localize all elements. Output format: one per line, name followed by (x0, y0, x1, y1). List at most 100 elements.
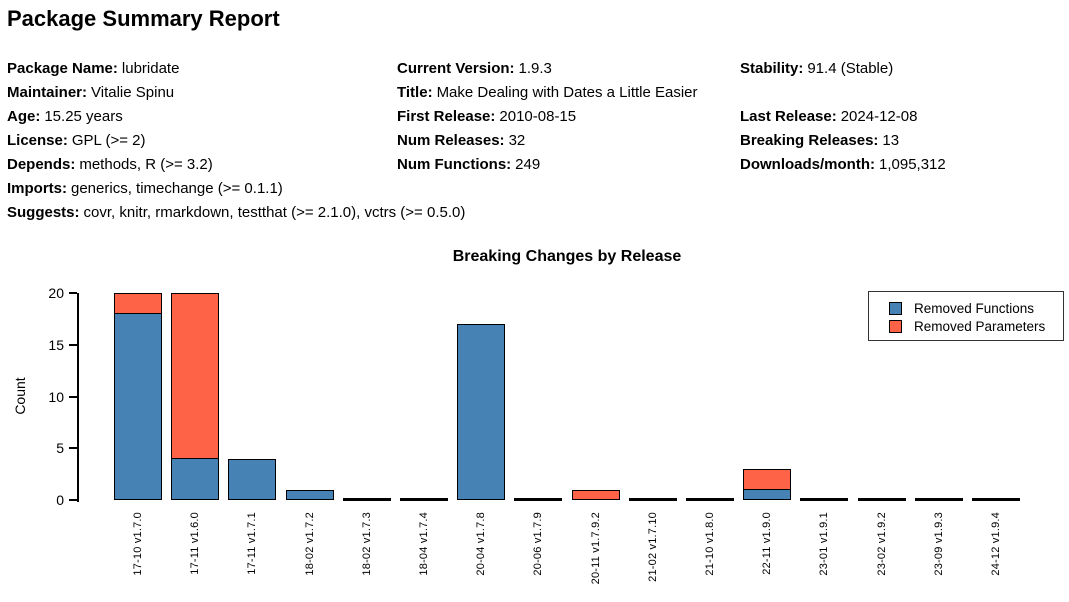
y-tick-label: 5 (56, 440, 64, 456)
metadata-field-value: 15.25 years (44, 108, 123, 125)
metadata-field-value: 13 (882, 132, 900, 149)
bar-segment-removed-functions (171, 459, 219, 500)
metadata-field: Maintainer: Vitalie Spinu (7, 81, 465, 105)
x-axis-label: 24-12 v1.9.4 (990, 512, 1002, 576)
metadata-field-value: generics, timechange (>= 0.1.1) (71, 180, 283, 197)
metadata-field-value: 2024-12-08 (840, 108, 918, 125)
bar-18-02 v1.7.2 (286, 490, 334, 500)
x-axis-label: 18-02 v1.7.3 (361, 512, 373, 576)
x-axis-label-slot: 23-09 v1.9.3 (910, 512, 968, 602)
metadata-field-value: Vitalie Spinu (91, 84, 175, 101)
metadata-field: License: GPL (>= 2) (7, 129, 465, 153)
bar-22-11 v1.9.0 (743, 469, 791, 500)
bar-segment-removed-parameters (171, 293, 219, 459)
bar-segment-removed-functions (743, 490, 791, 500)
metadata-field: Suggests: covr, knitr, rmarkdown, testtha… (7, 201, 465, 225)
x-axis-label-slot: 23-01 v1.9.1 (795, 512, 853, 602)
y-tick-label: 10 (48, 389, 64, 405)
x-axis-label: 20-04 v1.7.8 (475, 512, 487, 576)
metadata-field-value: 91.4 (Stable) (807, 60, 894, 77)
y-tick-label: 15 (48, 337, 64, 353)
metadata-field: Num Functions: 249 (397, 153, 698, 177)
y-axis-line (77, 293, 79, 502)
bar-17-10 v1.7.0 (114, 293, 162, 500)
metadata-field-label: First Release: (397, 108, 496, 125)
metadata-field-value: 2010-08-15 (499, 108, 577, 125)
x-axis-label-slot: 21-02 v1.7.10 (624, 512, 682, 602)
y-tick-label: 20 (48, 285, 64, 301)
metadata-field-label: Package Name: (7, 60, 118, 77)
metadata-field: Title: Make Dealing with Dates a Little E… (397, 81, 698, 105)
metadata-field-value: covr, knitr, rmarkdown, testthat (>= 2.1… (83, 204, 466, 221)
bar-20-11 v1.7.9.2 (572, 490, 620, 500)
y-axis-tick (69, 396, 77, 398)
metadata-field: First Release: 2010-08-15 (397, 105, 698, 129)
bar-segment-removed-parameters (114, 293, 162, 314)
x-axis-label: 18-04 v1.7.4 (418, 512, 430, 576)
x-axis-label-slot: 18-04 v1.7.4 (395, 512, 453, 602)
metadata-column-left: Package Name: lubridate Maintainer: Vitalie… (7, 57, 465, 225)
x-axis-label: 22-11 v1.9.0 (761, 512, 773, 575)
metadata-field: Age: 15.25 years (7, 105, 465, 129)
metadata-column-right: Stability: 91.4 (Stable) Last Release: 2024… (740, 57, 946, 177)
bar-20-04 v1.7.8 (457, 324, 505, 500)
x-axis-label: 20-11 v1.7.9.2 (590, 512, 602, 585)
x-axis-label: 17-11 v1.6.0 (189, 512, 201, 575)
metadata-field-label: Suggests: (7, 204, 80, 221)
metadata-field-value: 1,095,312 (879, 156, 946, 173)
metadata-field-label: Downloads/month: (740, 156, 875, 173)
x-axis-label-slot: 17-11 v1.7.1 (223, 512, 281, 602)
metadata-field-label: Num Releases: (397, 132, 505, 149)
x-axis-label-slot: 24-12 v1.9.4 (967, 512, 1025, 602)
metadata-spacer (740, 81, 946, 105)
metadata-field: Downloads/month: 1,095,312 (740, 153, 946, 177)
metadata-column-middle: Current Version: 1.9.3 Title: Make Dealing … (397, 57, 698, 177)
x-axis-label: 18-02 v1.7.2 (304, 512, 316, 576)
bar-segment-removed-functions (457, 324, 505, 500)
bar-zero-18-04 v1.7.4 (400, 498, 448, 501)
y-axis-tick (69, 499, 77, 501)
metadata-field-label: Stability: (740, 60, 804, 77)
metadata-field-label: License: (7, 132, 68, 149)
x-axis-label-slot: 22-11 v1.9.0 (738, 512, 796, 602)
metadata-field-label: Last Release: (740, 108, 837, 125)
metadata-field-value: 1.9.3 (518, 60, 552, 77)
bar-zero-21-02 v1.7.10 (629, 498, 677, 501)
bar-zero-24-12 v1.9.4 (972, 498, 1020, 501)
breaking-changes-chart: Breaking Changes by Release Count 0 5 10 15… (0, 240, 1069, 602)
legend-label: Removed Functions (914, 300, 1035, 316)
x-axis-label: 23-02 v1.9.2 (876, 512, 888, 576)
x-axis-label-slot: 20-04 v1.7.8 (452, 512, 510, 602)
y-tick-label: 0 (56, 492, 64, 508)
metadata-field-label: Title: (397, 84, 433, 101)
metadata-field-label: Depends: (7, 156, 76, 173)
x-axis-label: 23-09 v1.9.3 (933, 512, 945, 576)
metadata-field-label: Current Version: (397, 60, 515, 77)
legend-label: Removed Parameters (914, 318, 1046, 334)
metadata-field: Package Name: lubridate (7, 57, 465, 81)
x-axis-label: 21-02 v1.7.10 (647, 512, 659, 582)
metadata-field-label: Num Functions: (397, 156, 512, 173)
x-axis-label: 20-06 v1.7.9 (532, 512, 544, 576)
x-axis-label: 17-11 v1.7.1 (246, 512, 258, 575)
metadata-field-value: 32 (508, 132, 526, 149)
x-axis-label-slot: 20-11 v1.7.9.2 (567, 512, 625, 602)
legend-entry: Removed Parameters (889, 317, 1063, 335)
metadata-field-value: Make Dealing with Dates a Little Easier (436, 84, 698, 101)
legend-swatch-icon (889, 301, 902, 315)
x-axis-label: 21-10 v1.8.0 (704, 512, 716, 576)
y-axis-tick (69, 344, 77, 346)
x-axis-label: 17-10 v1.7.0 (132, 512, 144, 576)
x-axis-label-slot: 18-02 v1.7.3 (338, 512, 396, 602)
x-axis-label-slot: 18-02 v1.7.2 (281, 512, 339, 602)
metadata-field: Current Version: 1.9.3 (397, 57, 698, 81)
x-axis-label-slot: 23-02 v1.9.2 (853, 512, 911, 602)
bar-segment-removed-parameters (743, 469, 791, 490)
bar-segment-removed-parameters (572, 490, 620, 500)
metadata-field-label: Breaking Releases: (740, 132, 879, 149)
legend-swatch-icon (889, 319, 902, 333)
metadata-field-value: 249 (515, 156, 541, 173)
bar-zero-23-02 v1.9.2 (858, 498, 906, 501)
bar-zero-23-01 v1.9.1 (800, 498, 848, 501)
chart-title: Breaking Changes by Release (452, 248, 682, 265)
